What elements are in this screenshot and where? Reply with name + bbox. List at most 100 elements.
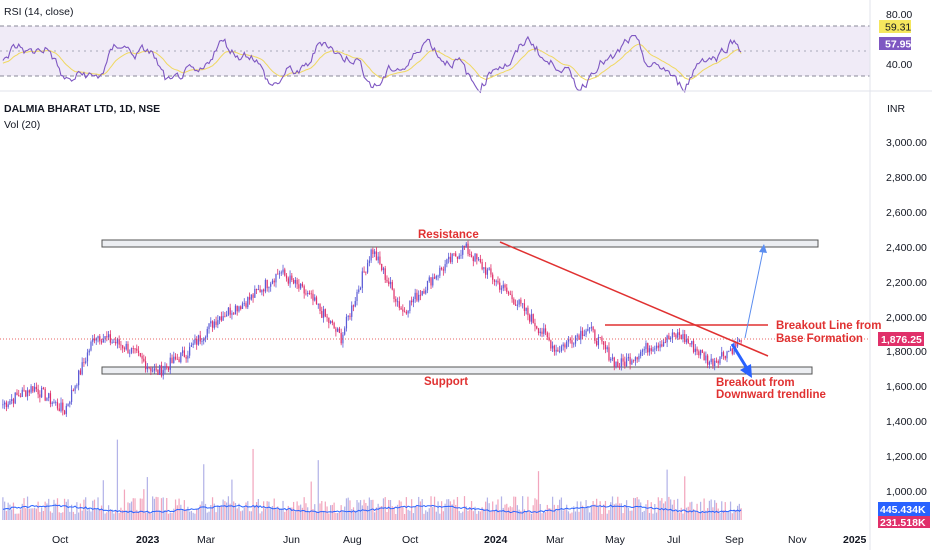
volume-bar xyxy=(60,512,62,520)
volume-bar xyxy=(662,503,665,520)
volume-bar xyxy=(130,501,133,520)
volume-bar xyxy=(157,497,159,520)
candle-body xyxy=(167,366,170,370)
candle-body xyxy=(606,347,608,350)
candle-body xyxy=(440,267,443,270)
y-tick-2000: 2,000.00 xyxy=(886,312,927,324)
candle-body xyxy=(419,294,422,296)
volume-bar xyxy=(141,498,143,520)
volume-bar xyxy=(162,497,164,520)
candle-body xyxy=(675,334,677,338)
volume-bar xyxy=(83,499,85,520)
volume-bar xyxy=(493,510,496,520)
candle-body xyxy=(546,332,548,338)
volume-bar xyxy=(654,504,656,520)
candle-body xyxy=(222,315,224,321)
volume-bar xyxy=(411,499,413,520)
candle-body xyxy=(539,331,541,334)
candle-body xyxy=(48,393,50,399)
candle-body xyxy=(587,328,589,331)
candle-body xyxy=(86,352,89,362)
candle-body xyxy=(696,348,698,352)
candle-body xyxy=(2,404,4,406)
candle-body xyxy=(104,336,106,339)
volume-bar xyxy=(238,503,240,520)
volume-bar xyxy=(645,504,647,520)
candle-body xyxy=(622,358,624,362)
volume-bar xyxy=(604,500,607,520)
volume-bar xyxy=(136,509,138,520)
volume-bar xyxy=(46,503,48,520)
volume-bar xyxy=(692,508,695,520)
candle-body xyxy=(273,280,275,283)
volume-bar xyxy=(581,505,584,520)
candle-body xyxy=(173,356,175,363)
candle-body xyxy=(470,254,473,258)
candle-body xyxy=(506,287,508,293)
volume-bar xyxy=(199,504,201,520)
candle-body xyxy=(268,286,270,289)
candle-body xyxy=(109,334,111,343)
breakout-arrow-head xyxy=(740,364,752,378)
volume-bar xyxy=(599,501,601,520)
candle-body xyxy=(460,254,462,256)
volume-bar xyxy=(381,505,383,520)
candle-body xyxy=(315,297,318,305)
candle-body xyxy=(312,293,314,301)
candle-body xyxy=(116,339,119,344)
volume-bar xyxy=(187,506,189,520)
candle-body xyxy=(233,313,235,315)
volume-bar xyxy=(497,499,499,520)
candle-body xyxy=(201,341,203,342)
candle-body xyxy=(190,344,193,347)
volume-bar xyxy=(537,471,540,520)
volume-bar xyxy=(180,504,182,520)
volume-bar xyxy=(116,439,119,520)
volume-bar xyxy=(308,511,311,520)
candle-body xyxy=(603,341,605,345)
candle-body xyxy=(592,326,594,331)
candle-body xyxy=(285,275,288,279)
volume-bar xyxy=(425,510,427,520)
volume-bar xyxy=(567,511,570,520)
candle-body xyxy=(485,267,487,275)
candle-body xyxy=(638,355,640,360)
volume-bar xyxy=(41,507,43,520)
candle-body xyxy=(736,342,739,347)
candle-body xyxy=(21,389,23,397)
volume-bar xyxy=(379,506,381,520)
candle-body xyxy=(425,290,427,294)
candle-body xyxy=(486,269,489,275)
candle-body xyxy=(220,316,222,321)
volume-bar xyxy=(402,506,404,520)
volume-bar xyxy=(35,508,37,520)
candle-body xyxy=(125,343,127,350)
candle-body xyxy=(366,263,369,273)
resistance-zone: Resistance xyxy=(101,229,819,248)
volume-bar xyxy=(324,501,326,520)
volume-bar xyxy=(159,510,161,520)
volume-bar xyxy=(107,505,110,520)
volume-bar xyxy=(49,511,52,520)
volume-bar xyxy=(476,513,478,520)
volume-bar xyxy=(28,508,30,520)
volume-bar xyxy=(65,501,67,520)
candle-body xyxy=(428,277,430,281)
volume-bar xyxy=(122,509,124,520)
candle-body xyxy=(160,365,163,376)
volume-bar xyxy=(33,507,36,520)
volume-bar xyxy=(240,511,242,520)
volume-bar xyxy=(470,501,473,520)
candle-body xyxy=(358,289,360,292)
y-tick-2600: 2,600.00 xyxy=(886,207,927,219)
candle-body xyxy=(426,280,429,291)
candle-body xyxy=(710,358,712,363)
volume-bar xyxy=(608,510,610,520)
volume-bar xyxy=(421,499,423,520)
candle-body xyxy=(536,326,538,329)
volume-bar xyxy=(329,505,332,520)
candle-body xyxy=(407,311,409,314)
resistance-channel xyxy=(101,239,819,248)
volume-bar xyxy=(617,496,619,520)
